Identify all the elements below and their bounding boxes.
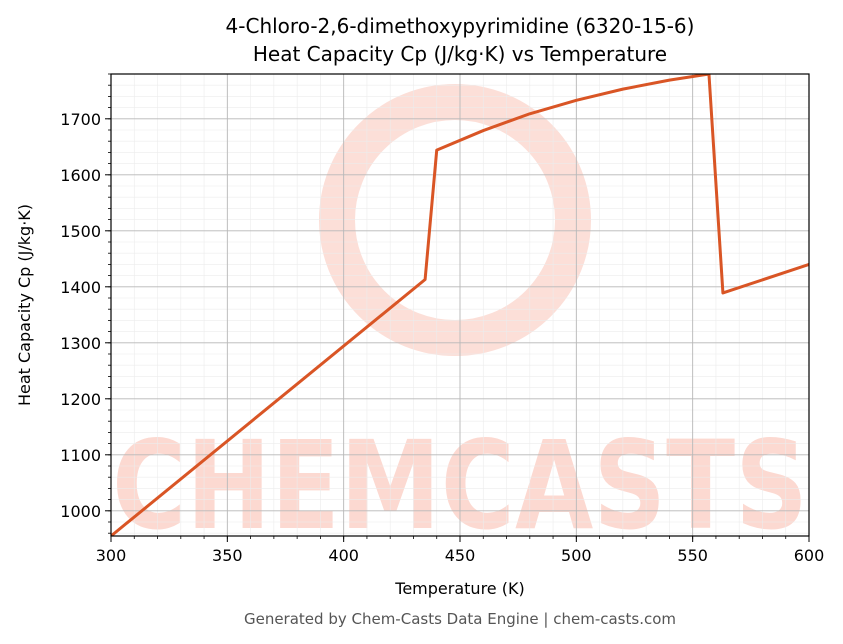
series-line: [111, 74, 809, 536]
footer-credit: Generated by Chem-Casts Data Engine | ch…: [244, 610, 676, 628]
x-tick-label: 400: [328, 546, 359, 565]
ticks: 300 350 400 450 500 550 600 1000 1100 1200 1300 140…: [60, 73, 825, 565]
x-tick-label: 600: [794, 546, 825, 565]
chart-title-line2: Heat Capacity Cp (J/kg·K) vs Temperature: [253, 42, 667, 66]
x-axis-label: Temperature (K): [394, 579, 524, 598]
y-tick-label: 1200: [60, 390, 101, 409]
chart-title-line1: 4-Chloro-2,6-dimethoxypyrimidine (6320-1…: [226, 14, 695, 38]
x-tick-label: 450: [445, 546, 476, 565]
x-tick-label: 300: [96, 546, 127, 565]
y-tick-label: 1000: [60, 502, 101, 521]
y-tick-label: 1300: [60, 334, 101, 353]
series-layer: [111, 74, 809, 536]
x-tick-label: 500: [561, 546, 592, 565]
watermark-logo-ring: [319, 84, 591, 356]
x-tick-label: 350: [212, 546, 243, 565]
x-tick-label: 550: [677, 546, 708, 565]
y-tick-label: 1700: [60, 110, 101, 129]
y-tick-label: 1500: [60, 222, 101, 241]
y-tick-label: 1600: [60, 166, 101, 185]
y-axis-label: Heat Capacity Cp (J/kg·K): [15, 204, 34, 406]
y-tick-label: 1100: [60, 446, 101, 465]
y-tick-label: 1400: [60, 278, 101, 297]
